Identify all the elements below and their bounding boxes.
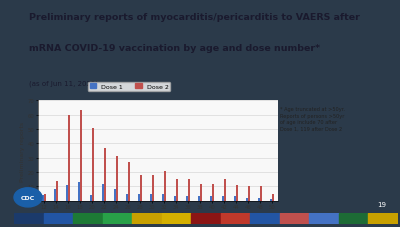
Circle shape — [14, 188, 42, 207]
Bar — [198, 197, 200, 201]
Bar — [56, 181, 58, 201]
Text: mRNA COVID-19 vaccination by age and dose number*: mRNA COVID-19 vaccination by age and dos… — [29, 44, 320, 52]
Bar — [90, 195, 92, 201]
Bar — [103, 213, 132, 224]
Text: * Age truncated at >50yr.
Reports of persons >50yr
of age include 70 after
Dose : * Age truncated at >50yr. Reports of per… — [280, 107, 345, 131]
Y-axis label: Preliminary reports: Preliminary reports — [20, 121, 25, 181]
Bar — [210, 197, 212, 201]
Bar — [73, 213, 103, 224]
Bar — [212, 184, 214, 201]
Bar — [200, 184, 202, 201]
Bar — [224, 180, 226, 201]
X-axis label: Age of reported patient, years: Age of reported patient, years — [110, 211, 206, 216]
Text: CDC: CDC — [21, 195, 35, 200]
Bar — [162, 213, 191, 224]
Bar — [68, 115, 70, 201]
Bar — [258, 198, 260, 201]
Bar — [250, 213, 280, 224]
Bar — [102, 184, 104, 201]
Bar — [44, 213, 73, 224]
Bar — [186, 197, 188, 201]
Bar — [191, 213, 221, 224]
Bar — [150, 194, 152, 201]
Bar — [126, 194, 128, 201]
Bar — [44, 194, 46, 201]
Text: 19: 19 — [378, 201, 386, 207]
Bar — [248, 187, 250, 201]
Bar — [140, 175, 142, 201]
Bar — [92, 128, 94, 201]
Bar — [128, 162, 130, 201]
Text: (as of Jun 11, 2021): (as of Jun 11, 2021) — [29, 80, 98, 87]
Bar — [132, 213, 162, 224]
Bar — [78, 182, 80, 201]
Bar — [260, 187, 262, 201]
Bar — [54, 190, 56, 201]
Bar — [42, 195, 44, 201]
Bar — [270, 200, 272, 201]
Bar — [368, 213, 398, 224]
Text: Preliminary reports of myocarditis/pericarditis to VAERS after: Preliminary reports of myocarditis/peric… — [29, 13, 360, 22]
Bar — [104, 148, 106, 201]
Bar — [280, 213, 309, 224]
Bar — [188, 180, 190, 201]
Bar — [236, 185, 238, 201]
Bar — [339, 213, 368, 224]
Bar — [14, 213, 44, 224]
Bar — [116, 157, 118, 201]
Bar — [234, 197, 236, 201]
Bar — [272, 194, 274, 201]
Bar — [221, 213, 250, 224]
Bar — [152, 175, 154, 201]
Bar — [309, 213, 339, 224]
Legend: Dose 1, Dose 2: Dose 1, Dose 2 — [88, 82, 170, 91]
Bar — [114, 190, 116, 201]
Bar — [174, 197, 176, 201]
Bar — [246, 198, 248, 201]
Bar — [164, 171, 166, 201]
Bar — [138, 194, 140, 201]
Bar — [66, 185, 68, 201]
Bar — [176, 180, 178, 201]
Bar — [222, 197, 224, 201]
Bar — [162, 194, 164, 201]
Bar — [80, 111, 82, 201]
